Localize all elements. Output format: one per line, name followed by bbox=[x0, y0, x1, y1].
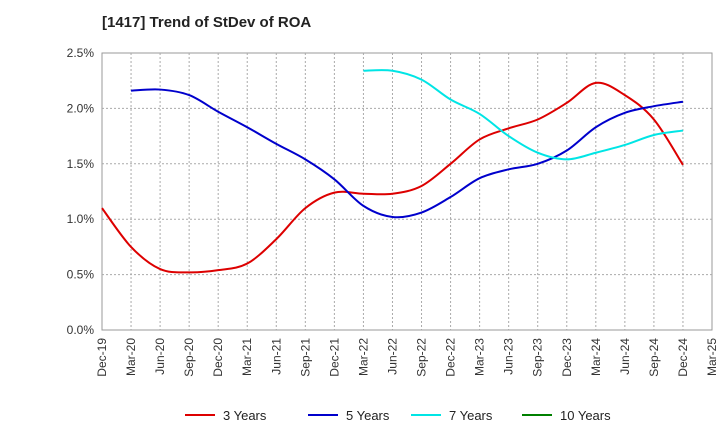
plot-frame bbox=[101, 52, 713, 331]
x-tick-label: Jun-20 bbox=[153, 338, 167, 375]
x-tick-label: Mar-20 bbox=[124, 338, 138, 376]
series-line-5-years bbox=[131, 88, 684, 219]
y-tick-label: 0.0% bbox=[67, 323, 95, 337]
x-tick-label: Sep-20 bbox=[182, 338, 196, 377]
x-tick-label: Dec-19 bbox=[95, 338, 109, 377]
y-tick-label: 1.0% bbox=[67, 212, 95, 226]
series-line-3-years bbox=[101, 81, 684, 274]
x-tick-label: Jun-22 bbox=[385, 338, 399, 375]
legend-label-5-years: 5 Years bbox=[346, 408, 390, 423]
y-tick-label: 1.5% bbox=[67, 157, 95, 171]
x-tick-label: Dec-23 bbox=[560, 338, 574, 377]
x-tick-label: Mar-24 bbox=[589, 338, 603, 376]
legend-label-7-years: 7 Years bbox=[449, 408, 493, 423]
x-tick-label: Jun-23 bbox=[502, 338, 516, 375]
x-tick-label: Dec-20 bbox=[211, 338, 225, 377]
grid-layer bbox=[101, 52, 713, 331]
chart-title: [1417] Trend of StDev of ROA bbox=[102, 14, 312, 31]
y-tick-label: 2.0% bbox=[67, 101, 95, 115]
x-tick-label: Dec-24 bbox=[676, 338, 690, 377]
legend-label-10-years: 10 Years bbox=[560, 408, 611, 423]
x-tick-label: Dec-21 bbox=[327, 338, 341, 377]
x-tick-label: Mar-22 bbox=[356, 338, 370, 376]
x-tick-label: Sep-23 bbox=[531, 338, 545, 377]
x-tick-label: Mar-23 bbox=[473, 338, 487, 376]
axis-layer: 0.0% 0.5% 1.0% 1.5% 2.0% 2.5% Dec-19 Mar-20 Jun-… bbox=[67, 46, 719, 377]
y-tick-label: 0.5% bbox=[67, 268, 95, 282]
series-layer bbox=[101, 69, 684, 274]
legend-layer: 3 Years 5 Years 7 Years 10 Years bbox=[185, 408, 611, 423]
x-tick-label: Mar-25 bbox=[705, 338, 719, 376]
x-tick-label: Sep-22 bbox=[415, 338, 429, 377]
legend-label-3-years: 3 Years bbox=[223, 408, 267, 423]
series-line-7-years bbox=[363, 69, 684, 161]
x-tick-label: Dec-22 bbox=[444, 338, 458, 377]
x-tick-label: Jun-24 bbox=[618, 338, 632, 375]
y-tick-label: 2.5% bbox=[67, 46, 95, 60]
x-tick-label: Sep-21 bbox=[298, 338, 312, 377]
x-tick-label: Jun-21 bbox=[269, 338, 283, 375]
x-tick-label: Sep-24 bbox=[647, 338, 661, 377]
x-tick-label: Mar-21 bbox=[240, 338, 254, 376]
